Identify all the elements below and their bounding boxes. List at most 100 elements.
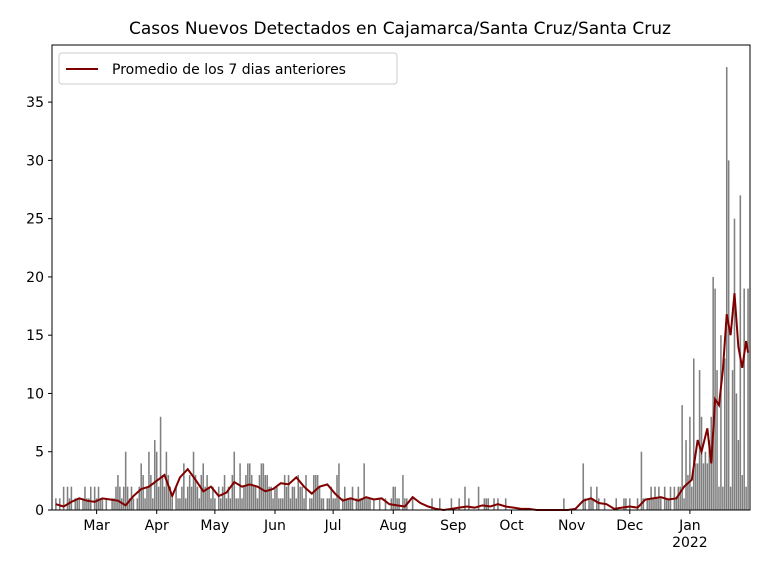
bar — [97, 486, 100, 510]
bar — [737, 440, 740, 510]
bar — [378, 498, 381, 510]
y-tick-label: 25 — [26, 212, 44, 228]
y-tick-label: 35 — [26, 95, 44, 111]
bar — [167, 475, 170, 510]
bar — [343, 486, 346, 510]
bar — [295, 498, 298, 510]
bar — [712, 276, 714, 510]
bar — [702, 463, 705, 510]
legend-box — [58, 52, 398, 85]
bar — [685, 440, 687, 510]
x-tick-label: Jun — [263, 518, 286, 534]
bar — [76, 498, 78, 510]
bar — [336, 475, 338, 510]
bar — [392, 486, 395, 510]
bar — [258, 475, 261, 510]
bar — [299, 486, 301, 510]
bar — [404, 498, 406, 510]
bar — [157, 486, 160, 510]
bar — [698, 370, 701, 510]
bar — [185, 498, 187, 510]
bar — [88, 498, 90, 510]
bar — [396, 498, 398, 510]
y-tick-label: 15 — [26, 328, 44, 344]
bar — [119, 486, 121, 510]
bar — [274, 486, 276, 510]
bar — [278, 498, 280, 510]
bar — [214, 498, 216, 510]
bar — [188, 475, 191, 510]
bar — [247, 463, 249, 510]
bar — [101, 498, 104, 510]
bar — [144, 498, 146, 510]
bar — [431, 498, 433, 510]
bar — [349, 498, 352, 510]
bar — [196, 486, 199, 510]
bar — [720, 335, 722, 510]
bar — [192, 451, 195, 510]
bar — [260, 463, 263, 510]
bar — [272, 498, 274, 510]
bar — [86, 498, 88, 510]
bar — [652, 498, 654, 510]
bar — [289, 498, 292, 510]
bar — [656, 498, 658, 510]
bar — [347, 498, 350, 510]
bar — [210, 498, 212, 510]
bar — [439, 498, 441, 510]
bar — [132, 498, 135, 510]
bar — [615, 498, 617, 510]
bar — [58, 498, 61, 510]
bar — [384, 498, 387, 510]
bar — [219, 498, 222, 510]
bar — [592, 498, 594, 510]
bar — [198, 498, 201, 510]
bar — [159, 416, 162, 510]
bar — [303, 498, 305, 510]
bar — [153, 440, 156, 510]
bar — [74, 498, 77, 510]
bar — [314, 475, 317, 510]
bar — [326, 498, 329, 510]
bar — [665, 498, 668, 510]
y-tick-label: 10 — [26, 386, 44, 402]
bar — [683, 498, 685, 510]
bar — [745, 486, 747, 510]
bar — [648, 498, 650, 510]
x-tick-label: Oct — [499, 518, 524, 534]
bar — [239, 463, 241, 510]
bar — [365, 498, 367, 510]
bar — [485, 498, 488, 510]
bar — [687, 475, 689, 510]
bar — [252, 486, 255, 510]
bar — [660, 498, 662, 510]
bar — [250, 475, 253, 510]
bar — [332, 498, 334, 510]
bar — [276, 486, 278, 510]
bar — [667, 498, 670, 510]
bar — [175, 486, 177, 510]
y-tick-label: 5 — [35, 445, 44, 461]
bar — [584, 498, 586, 510]
bar — [741, 475, 744, 510]
bar — [694, 463, 697, 510]
bar — [202, 463, 205, 510]
bar — [140, 463, 142, 510]
bar — [675, 498, 678, 510]
bar — [241, 498, 243, 510]
bar — [483, 498, 486, 510]
bar — [597, 498, 600, 510]
bar — [190, 486, 193, 510]
bar — [146, 486, 148, 510]
y-tick-label: 30 — [26, 153, 44, 169]
bar — [287, 475, 290, 510]
bar — [345, 498, 348, 510]
bar — [689, 416, 691, 510]
bar — [394, 486, 396, 510]
bar — [231, 475, 234, 510]
bar — [722, 486, 724, 510]
legend: Promedio de los 7 dias anteriores — [58, 52, 398, 85]
bar — [477, 486, 480, 510]
bar — [186, 486, 189, 510]
